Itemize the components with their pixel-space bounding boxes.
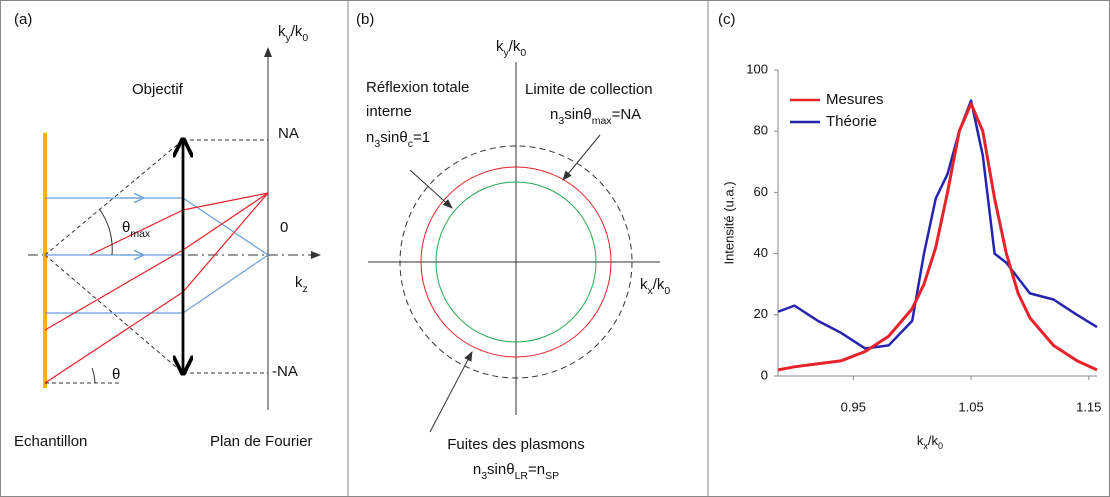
label-part: x bbox=[923, 441, 928, 451]
label-part: =NA bbox=[612, 106, 642, 123]
y-tick-label: 100 bbox=[746, 61, 768, 76]
panel-tag: (a) bbox=[14, 11, 32, 28]
label: 0 bbox=[280, 219, 288, 236]
y-tick-label: 80 bbox=[754, 123, 768, 138]
label-part: n bbox=[366, 129, 374, 146]
y-tick-label: 20 bbox=[754, 306, 768, 321]
panel-b: (b) Réflexion totale interne Limite de c… bbox=[356, 11, 660, 453]
label: kx/k0 bbox=[917, 433, 943, 451]
label-part: 3 bbox=[558, 115, 564, 127]
tir-circle bbox=[435, 181, 597, 343]
legend-label: Mesures bbox=[826, 91, 884, 108]
x-tick-label: 1.15 bbox=[1076, 399, 1101, 414]
plasmon-circle bbox=[420, 166, 612, 358]
label-part: /k bbox=[509, 38, 521, 55]
pointers bbox=[409, 134, 601, 433]
label: kz bbox=[295, 274, 308, 295]
label-part: /k bbox=[928, 433, 939, 448]
label: n3sinθmax=NA bbox=[550, 106, 641, 127]
y-axis-label: Intensité (u.a.) bbox=[721, 181, 736, 264]
label-part: k bbox=[496, 38, 504, 55]
panel-c: (c) Intensité (u.a.) bbox=[718, 11, 736, 265]
label-part: k bbox=[917, 433, 924, 448]
label-part: k bbox=[640, 276, 648, 293]
label: interne bbox=[366, 103, 412, 120]
label: Limite de collection bbox=[525, 81, 653, 98]
panel-tag: (c) bbox=[718, 11, 736, 28]
series-line bbox=[777, 99, 1098, 350]
label: n3sinθc=1 bbox=[366, 129, 430, 150]
label-part: max bbox=[130, 228, 151, 240]
label-part: z bbox=[303, 283, 308, 295]
label-part: n bbox=[473, 461, 481, 478]
angle-arc bbox=[91, 367, 96, 384]
label: Réflexion totale bbox=[366, 79, 469, 96]
na-lines bbox=[44, 139, 268, 374]
label: -NA bbox=[272, 363, 298, 380]
red-rays bbox=[44, 192, 269, 384]
label-part: sinθ bbox=[564, 106, 592, 123]
label-part: 3 bbox=[481, 470, 487, 482]
label-part: sinθ bbox=[380, 129, 408, 146]
y-tick-label: 40 bbox=[754, 245, 768, 260]
label: ky/k0 bbox=[496, 38, 526, 59]
label: θ bbox=[112, 366, 120, 383]
x-tick-label: 0.95 bbox=[841, 399, 866, 414]
series-line bbox=[777, 102, 1098, 372]
label-part: y bbox=[286, 32, 292, 44]
collection-circle bbox=[399, 145, 633, 379]
label-part: 0 bbox=[938, 441, 943, 451]
label-part: θ bbox=[122, 219, 130, 236]
label-part: 0 bbox=[520, 47, 526, 59]
label-part: /k bbox=[291, 23, 303, 40]
label-part: 3 bbox=[374, 138, 380, 150]
label-part: max bbox=[592, 115, 613, 127]
panel-tag: (b) bbox=[356, 11, 374, 28]
label-part: SP bbox=[545, 470, 559, 482]
label-part: LR bbox=[515, 470, 529, 482]
label-part: n bbox=[550, 106, 558, 123]
angle-arc bbox=[99, 209, 113, 256]
y-tick-label: 60 bbox=[754, 184, 768, 199]
label-part: k bbox=[278, 23, 286, 40]
label-part: 0 bbox=[302, 32, 308, 44]
label: θmax bbox=[122, 219, 151, 240]
label: n3sinθLR=nSP bbox=[473, 461, 559, 482]
label-part: /k bbox=[653, 276, 665, 293]
label: ky/k0 bbox=[278, 23, 308, 44]
label-part: sinθ bbox=[487, 461, 515, 478]
y-tick-label: 0 bbox=[761, 367, 768, 382]
label-part: =1 bbox=[413, 129, 430, 146]
label-part: 0 bbox=[664, 285, 670, 297]
label: Fuites des plasmons bbox=[447, 436, 585, 453]
label-part: k bbox=[295, 274, 303, 291]
label-part: =n bbox=[528, 461, 545, 478]
panel-a: (a) Objectif NA 0 -NA θ Echantillon Plan… bbox=[14, 11, 321, 450]
label: Echantillon bbox=[14, 433, 87, 450]
blue-rays bbox=[45, 198, 269, 314]
legend-label: Théorie bbox=[826, 113, 877, 130]
label-part: x bbox=[648, 285, 654, 297]
label-part: c bbox=[408, 138, 413, 150]
label: kx/k0 bbox=[640, 276, 670, 297]
label: Plan de Fourier bbox=[210, 433, 313, 450]
label: NA bbox=[278, 125, 299, 142]
label: Objectif bbox=[132, 81, 184, 98]
label-part: y bbox=[504, 47, 510, 59]
x-tick-label: 1.05 bbox=[958, 399, 983, 414]
